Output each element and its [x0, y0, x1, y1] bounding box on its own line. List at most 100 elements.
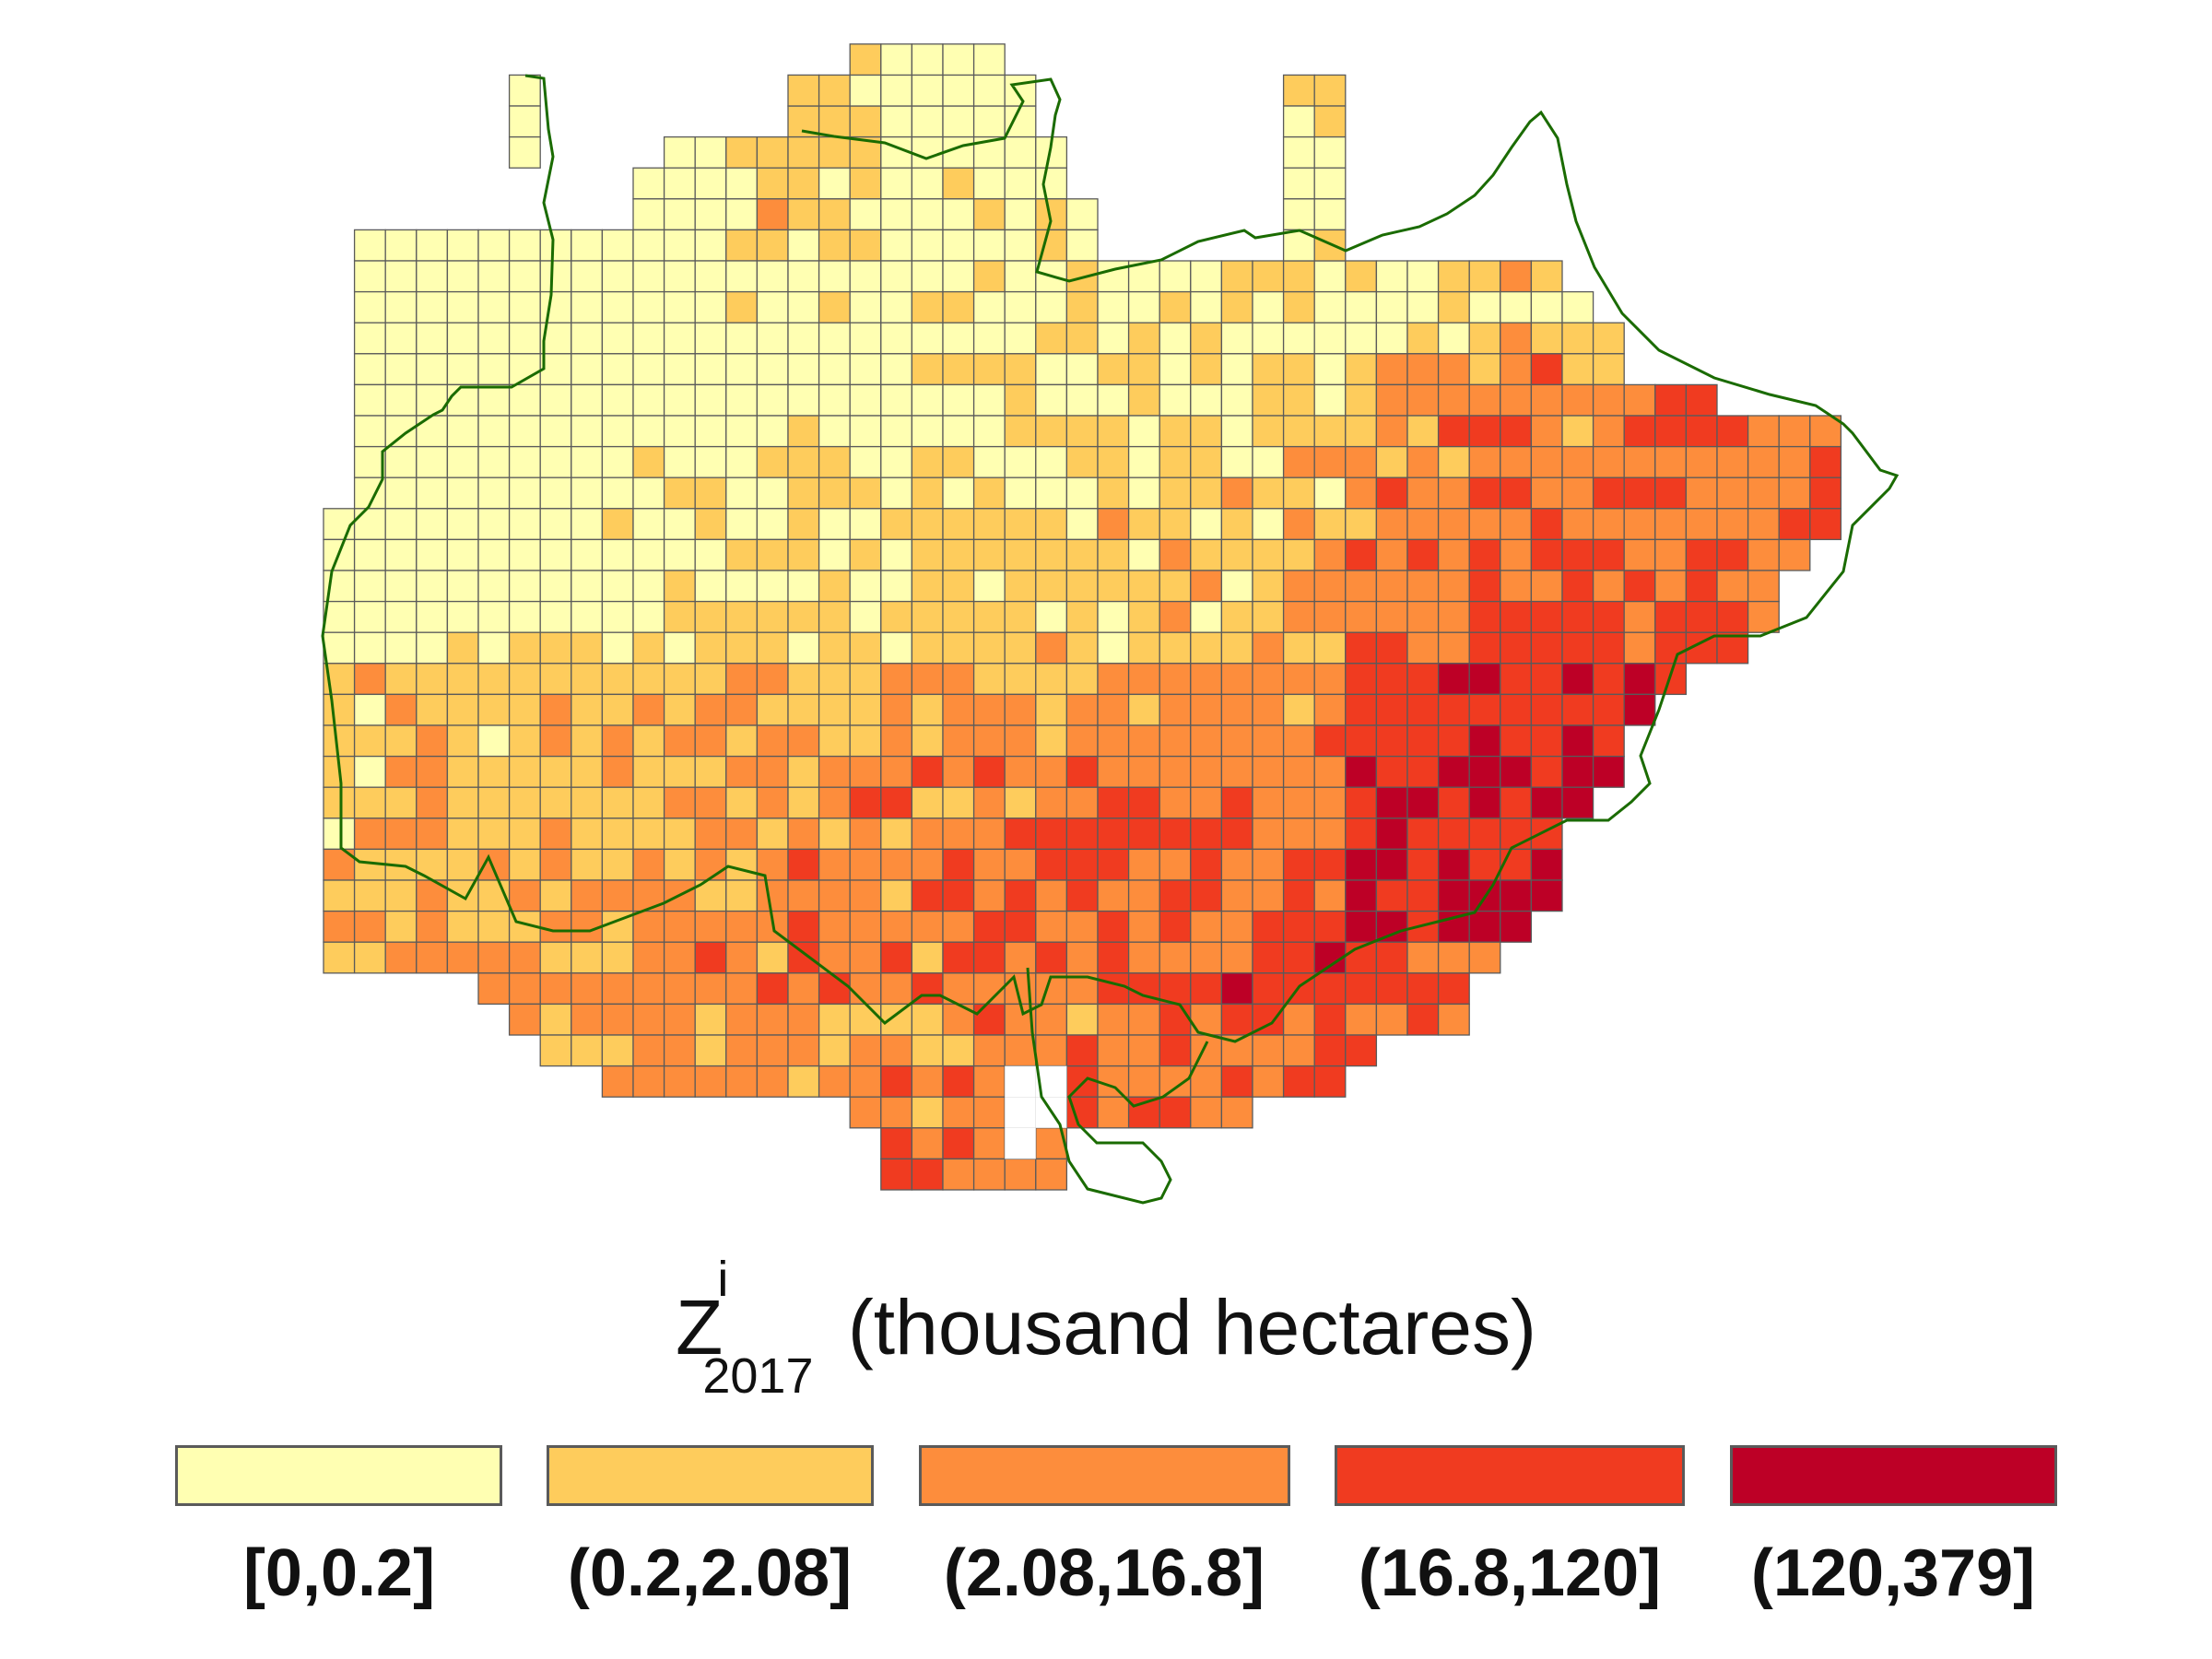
grid-cell [725, 570, 759, 603]
grid-cell [880, 879, 913, 912]
grid-cell [911, 198, 944, 231]
grid-cell [880, 105, 913, 138]
grid-cell [1500, 538, 1533, 571]
grid-cell [353, 600, 386, 633]
grid-cell [756, 445, 789, 478]
grid-cell [911, 910, 944, 943]
grid-cell [1500, 724, 1533, 758]
map-gap [1005, 1065, 1036, 1098]
grid-cell [1685, 445, 1718, 478]
grid-cell [571, 538, 604, 571]
grid-cell [508, 786, 541, 819]
grid-cell [1313, 477, 1347, 510]
grid-cell [849, 229, 882, 262]
grid-cell [539, 693, 572, 726]
region-boundary-south [1026, 967, 1209, 1205]
grid-cell [1190, 786, 1223, 819]
grid-cell [1190, 538, 1223, 571]
grid-cell [1004, 538, 1037, 571]
grid-cell [1220, 260, 1253, 293]
grid-cell [818, 229, 851, 262]
grid-cell [601, 229, 634, 262]
grid-cell [477, 229, 511, 262]
grid-cell [849, 786, 882, 819]
grid-cell [1282, 724, 1315, 758]
grid-cell [1592, 538, 1625, 571]
grid-cell [1530, 383, 1563, 417]
grid-cell [725, 353, 759, 386]
grid-cell [694, 910, 727, 943]
grid-cell [353, 508, 386, 541]
grid-cell [1252, 848, 1285, 881]
grid-cell [1127, 724, 1160, 758]
grid-cell [1004, 353, 1037, 386]
grid-cell [1127, 415, 1160, 448]
grid-cell [1159, 910, 1192, 943]
grid-cell [1654, 570, 1688, 603]
grid-cell [756, 755, 789, 788]
grid-cell [1097, 383, 1130, 417]
grid-cell [1468, 910, 1501, 943]
grid-cell [477, 477, 511, 510]
grid-cell [1313, 415, 1347, 448]
grid-cell [1282, 941, 1315, 974]
grid-cell [911, 43, 944, 76]
grid-cell [849, 879, 882, 912]
grid-cell [446, 290, 479, 324]
grid-cell [1159, 724, 1192, 758]
grid-cell [1190, 600, 1223, 633]
grid-cell [446, 445, 479, 478]
grid-cell [446, 631, 479, 665]
grid-cell [1252, 477, 1285, 510]
grid-cell [911, 755, 944, 788]
grid-cell [663, 848, 696, 881]
grid-cell [632, 415, 665, 448]
grid-cell [601, 322, 634, 355]
grid-cell [911, 1127, 944, 1160]
grid-cell [601, 818, 634, 851]
grid-cell [1685, 477, 1718, 510]
grid-cell [1127, 290, 1160, 324]
grid-cell [849, 941, 882, 974]
grid-cell [601, 260, 634, 293]
grid-cell [384, 631, 418, 665]
grid-cell [477, 260, 511, 293]
grid-cell [1282, 848, 1315, 881]
grid-cell [1282, 322, 1315, 355]
grid-cell [1468, 508, 1501, 541]
grid-cell [1190, 260, 1223, 293]
grid-cell [384, 693, 418, 726]
grid-cell [1127, 786, 1160, 819]
grid-cell [1220, 1065, 1253, 1098]
grid-cell [1252, 508, 1285, 541]
grid-cell [942, 1065, 975, 1098]
grid-cell [508, 724, 541, 758]
grid-cell [1159, 353, 1192, 386]
grid-cell [1437, 755, 1470, 788]
grid-cell [1406, 538, 1440, 571]
grid-cell [663, 570, 696, 603]
grid-cell [323, 631, 356, 665]
grid-cell [1437, 322, 1470, 355]
grid-cell [1375, 353, 1408, 386]
grid-cell [1468, 383, 1501, 417]
grid-cell [1530, 290, 1563, 324]
grid-cell [1623, 570, 1656, 603]
grid-cell [1778, 538, 1811, 571]
grid-cell [1375, 879, 1408, 912]
grid-cell [1530, 508, 1563, 541]
grid-cell [1530, 415, 1563, 448]
grid-cell [1437, 477, 1470, 510]
grid-cell [818, 693, 851, 726]
grid-cell [571, 663, 604, 696]
grid-cell [571, 848, 604, 881]
grid-cell [694, 383, 727, 417]
grid-cell [1500, 508, 1533, 541]
grid-cell [725, 477, 759, 510]
grid-cell [446, 848, 479, 881]
grid-cell [787, 383, 820, 417]
grid-cell [818, 74, 851, 107]
grid-cell [849, 415, 882, 448]
grid-cell [1375, 322, 1408, 355]
grid-cell [972, 229, 1006, 262]
